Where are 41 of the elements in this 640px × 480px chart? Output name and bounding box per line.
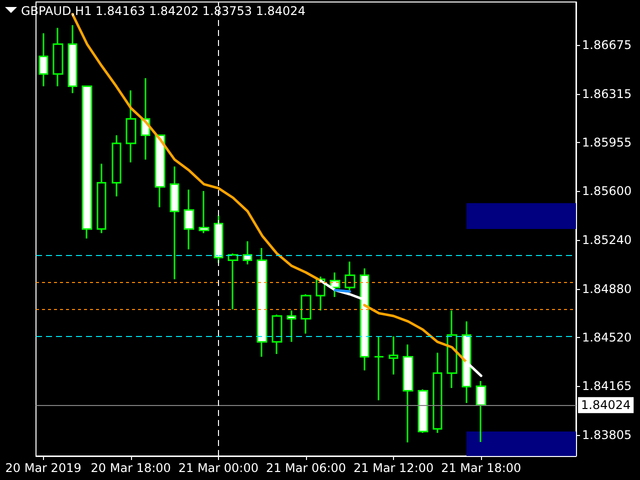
candlestick: [96, 163, 106, 234]
candlestick: [52, 27, 64, 88]
candlestick: [446, 310, 458, 389]
candlestick: [184, 188, 194, 250]
ref-line-label: 1.84024: [581, 398, 631, 412]
candlestick: [402, 344, 414, 444]
candlestick: [126, 90, 136, 164]
y-tick-label: 1.84520: [582, 330, 632, 345]
candlestick: [82, 86, 92, 240]
x-tick-label: 20 Mar 2019: [5, 461, 82, 475]
y-tick-label: 1.83805: [582, 428, 632, 442]
candlestick: [38, 32, 48, 88]
candlestick: [286, 310, 296, 343]
y-tick-label: 1.84880: [582, 282, 632, 296]
y-tick-label: 1.85600: [582, 184, 632, 198]
candlestick: [256, 247, 268, 358]
y-tick-label: 1.85240: [582, 232, 632, 247]
candlestick: [418, 388, 428, 434]
candlestick: [242, 240, 252, 266]
candlestick: [154, 134, 166, 208]
candlestick: [344, 260, 356, 291]
x-tick-label: 21 Mar 12:00: [354, 461, 434, 475]
candlestick: [272, 314, 282, 355]
y-tick-label: 1.86675: [582, 38, 632, 52]
candlestick: [432, 352, 442, 434]
candlestick: [170, 166, 180, 280]
candlestick: [476, 380, 486, 443]
y-tick-label: 1.84165: [582, 378, 632, 393]
candlestick: [374, 336, 384, 402]
candlestick: [300, 293, 312, 334]
x-tick-label: 21 Mar 18:00: [441, 461, 522, 475]
y-tick-label: 1.86315: [582, 86, 632, 101]
y-tick-label: 1.85955: [582, 136, 632, 150]
candlestick: [198, 190, 210, 234]
x-tick-label: 20 Mar 18:00: [90, 461, 171, 475]
candlestick: [112, 134, 122, 198]
x-tick-label: 21 Mar 00:00: [178, 461, 258, 475]
candlestick: [228, 252, 238, 310]
candlestick: [388, 336, 398, 376]
x-tick-label: 21 Mar 06:00: [266, 461, 346, 475]
candlestick: [68, 24, 78, 94]
